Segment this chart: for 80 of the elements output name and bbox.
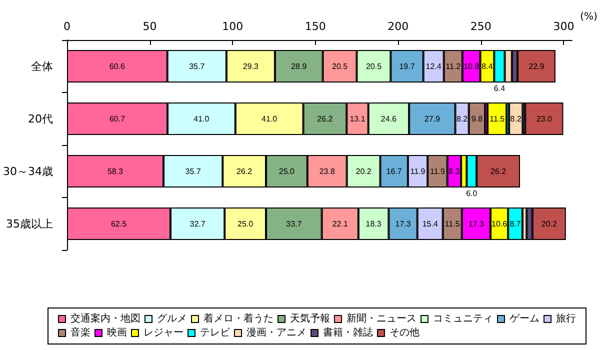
data-label: 11.5 <box>444 219 460 228</box>
data-label: 62.5 <box>110 219 128 228</box>
data-label: 11.9 <box>430 166 446 176</box>
data-label: 10.8 <box>464 62 480 71</box>
data-label: 8.3 <box>448 166 460 176</box>
legend-label: 新聞・ニュース <box>346 312 416 324</box>
data-label: 23.0 <box>536 114 553 124</box>
data-label: 60.6 <box>109 62 126 71</box>
y-tick-label: 35歳以上 <box>6 217 53 230</box>
data-label: 25.0 <box>278 166 296 176</box>
x-tick-label: 100 <box>222 20 244 33</box>
data-label: 35.7 <box>189 62 206 71</box>
data-label: 58.3 <box>107 166 124 176</box>
legend-label: コミュニティ <box>433 314 493 324</box>
data-label: 11.5 <box>490 114 506 124</box>
x-tick-label: 300 <box>553 20 574 33</box>
data-label: 23.8 <box>319 166 336 176</box>
data-label: 15.4 <box>422 219 438 228</box>
x-tick-label: 150 <box>304 20 326 33</box>
legend-label: グルメ <box>157 314 187 324</box>
legend-label: 書籍・雑誌 <box>323 326 373 338</box>
bar <box>488 102 507 136</box>
data-label: 20.2 <box>541 219 558 228</box>
data-label: 28.9 <box>291 62 308 71</box>
y-tick-label: 20代 <box>28 112 53 126</box>
legend-label: 旅行 <box>556 312 576 324</box>
data-label: 32.7 <box>190 219 206 228</box>
data-label: 29.3 <box>242 62 260 71</box>
legend-label: その他 <box>390 326 420 338</box>
data-label: 11.2 <box>446 62 462 71</box>
data-label: 41.0 <box>262 114 278 124</box>
data-label: 60.7 <box>109 114 126 124</box>
legend-label: 漫画・アニメ <box>246 326 306 338</box>
data-label: 25.0 <box>238 219 254 228</box>
legend-label: テレビ <box>200 328 231 338</box>
x-axis-title: (%) <box>580 12 598 22</box>
data-label: 6.0 <box>466 189 478 198</box>
x-tick-label: 250 <box>470 20 492 33</box>
data-label: 8.2 <box>510 114 522 124</box>
legend-label: レジャー <box>144 328 184 338</box>
data-label: 16.7 <box>386 166 402 176</box>
data-label: 33.7 <box>286 219 302 228</box>
bar <box>509 102 523 136</box>
data-label: 22.1 <box>332 219 348 228</box>
data-label: 17.3 <box>468 219 485 228</box>
data-label: 6.4 <box>494 84 506 94</box>
legend-label: 映画 <box>107 326 127 338</box>
data-label: 35.7 <box>185 166 202 176</box>
data-label: 8.2 <box>456 114 468 124</box>
y-tick-label: 30～34歳 <box>2 164 53 178</box>
legend-label: 着メロ・着うた <box>204 312 274 324</box>
data-label: 26.2 <box>490 166 507 176</box>
data-label: 20.2 <box>356 166 372 176</box>
data-label: 17.3 <box>395 219 412 228</box>
y-tick-label: 全体 <box>30 60 53 73</box>
data-label: 12.4 <box>426 62 442 71</box>
data-label: 41.0 <box>194 114 210 124</box>
data-label: 19.7 <box>399 62 416 71</box>
legend-label: 交通案内・地図 <box>70 312 140 324</box>
data-label: 26.2 <box>317 114 334 124</box>
data-label: 11.9 <box>410 166 426 176</box>
bar <box>525 102 564 136</box>
x-tick-label: 0 <box>63 20 70 33</box>
data-label: 8.7 <box>510 219 522 228</box>
data-label: 22.9 <box>528 62 545 71</box>
data-label: 8.4 <box>482 62 494 71</box>
legend-label: ゲーム <box>510 314 540 324</box>
data-label: 10.6 <box>492 219 508 228</box>
legend-label: 音楽 <box>70 326 90 338</box>
x-tick-label: 50 <box>142 20 157 33</box>
x-tick-label: 200 <box>388 20 409 33</box>
data-label: 18.3 <box>366 219 382 228</box>
data-label: 26.2 <box>236 166 253 176</box>
data-label: 20.5 <box>332 62 348 71</box>
data-label: 20.5 <box>366 62 382 71</box>
data-label: 27.9 <box>424 114 441 124</box>
legend-label: 天気予報 <box>290 312 330 324</box>
data-label: 24.6 <box>380 114 398 124</box>
data-label: 13.1 <box>350 114 366 124</box>
data-label: 9.8 <box>471 114 484 124</box>
